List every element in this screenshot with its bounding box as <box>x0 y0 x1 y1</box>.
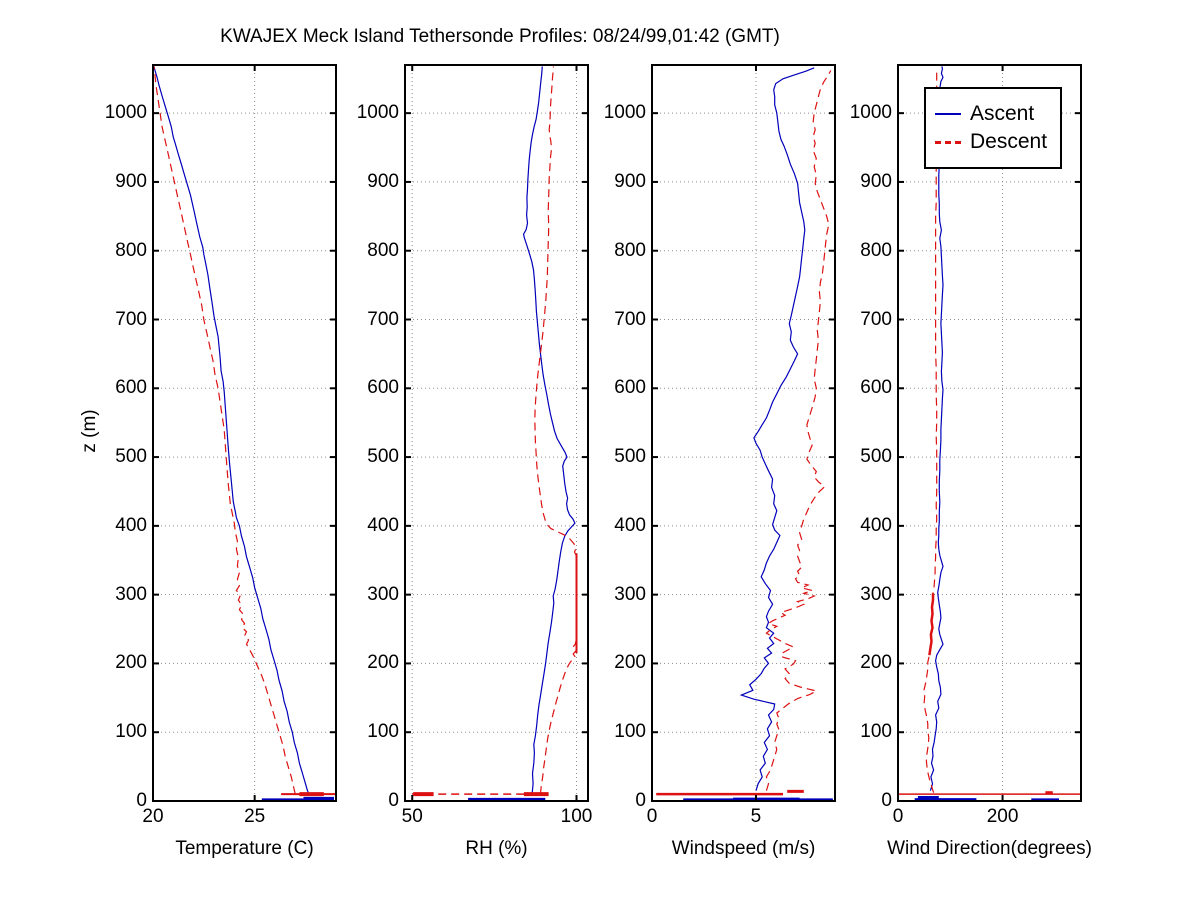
y-tick-label: 400 <box>115 514 147 536</box>
y-tick-label: 800 <box>860 239 892 261</box>
series-ascent <box>153 66 311 796</box>
descent-line-sample <box>935 140 961 144</box>
y-tick-label: 100 <box>115 721 147 743</box>
chart-title: KWAJEX Meck Island Tethersonde Profiles:… <box>220 26 780 47</box>
y-tick-label: 700 <box>367 308 399 330</box>
y-tick-label: 200 <box>614 652 646 674</box>
legend-label-descent: Descent <box>970 130 1048 153</box>
y-tick-label: 1000 <box>849 102 892 124</box>
x-tick-label: 100 <box>560 806 593 827</box>
series-descent <box>534 66 578 795</box>
y-tick-label: 600 <box>860 377 892 399</box>
y-tick-label: 600 <box>115 377 147 399</box>
series-descent-thick-jag <box>928 593 935 656</box>
y-tick-label: 500 <box>367 446 399 468</box>
y-tick-label: 900 <box>614 170 646 192</box>
y-tick-label: 1000 <box>603 102 646 124</box>
x-axis-label-windspeed: Windspeed (m/s) <box>671 838 816 859</box>
y-tick-label: 400 <box>614 514 646 536</box>
y-tick-label: 800 <box>614 239 646 261</box>
y-tick-label: 100 <box>614 721 646 743</box>
series-descent <box>765 70 832 791</box>
y-tick-label: 600 <box>367 377 399 399</box>
x-axis-label-temperature: Temperature (C) <box>175 838 314 859</box>
y-tick-label: 300 <box>367 583 399 605</box>
y-tick-label: 700 <box>860 308 892 330</box>
series-ascent <box>739 67 815 791</box>
y-tick-label: 200 <box>367 652 399 674</box>
x-tick-label: 0 <box>646 806 658 827</box>
y-tick-label: 900 <box>860 170 892 192</box>
series-ascent <box>929 66 944 791</box>
y-tick-label: 300 <box>614 583 646 605</box>
y-tick-label: 0 <box>388 790 399 811</box>
y-tick-label: 200 <box>860 652 892 674</box>
y-tick-label: 300 <box>115 583 147 605</box>
y-tick-label: 100 <box>860 721 892 743</box>
y-tick-label: 500 <box>115 446 147 468</box>
y-tick-label: 800 <box>115 239 147 261</box>
y-tick-label: 900 <box>367 170 399 192</box>
y-tick-label: 1000 <box>356 102 399 124</box>
y-tick-label: 100 <box>367 721 399 743</box>
legend-label-ascent: Ascent <box>970 102 1035 125</box>
y-tick-label: 700 <box>614 308 646 330</box>
legend-row-ascent: Ascent <box>926 102 1060 126</box>
y-tick-label: 0 <box>136 790 147 811</box>
y-tick-label: 300 <box>860 583 892 605</box>
x-tick-label: 0 <box>892 806 904 827</box>
y-tick-label: 900 <box>115 170 147 192</box>
x-tick-label: 200 <box>986 806 1019 827</box>
y-tick-label: 700 <box>115 308 147 330</box>
y-tick-label: 1000 <box>104 102 147 124</box>
legend-row-descent: Descent <box>926 130 1060 154</box>
x-tick-label: 50 <box>401 806 423 827</box>
y-tick-label: 600 <box>614 377 646 399</box>
x-axis-label-rh: RH (%) <box>465 838 528 859</box>
y-tick-label: 400 <box>860 514 892 536</box>
x-axis-label-winddirection: Wind Direction(degrees) <box>887 838 1092 859</box>
y-tick-label: 0 <box>635 790 646 811</box>
legend: Ascent Descent <box>924 87 1062 169</box>
ascent-line-sample <box>935 113 961 115</box>
y-tick-label: 800 <box>367 239 399 261</box>
y-tick-label: 200 <box>115 652 147 674</box>
x-tick-label: 5 <box>750 806 762 827</box>
series-descent <box>923 67 938 793</box>
y-tick-label: 400 <box>367 514 399 536</box>
y-tick-label: 0 <box>881 790 892 811</box>
series-ascent <box>522 66 576 795</box>
x-tick-label: 25 <box>244 806 266 827</box>
series-descent <box>153 66 296 795</box>
y-tick-label: 500 <box>614 446 646 468</box>
x-tick-label: 20 <box>142 806 164 827</box>
y-tick-label: 500 <box>860 446 892 468</box>
